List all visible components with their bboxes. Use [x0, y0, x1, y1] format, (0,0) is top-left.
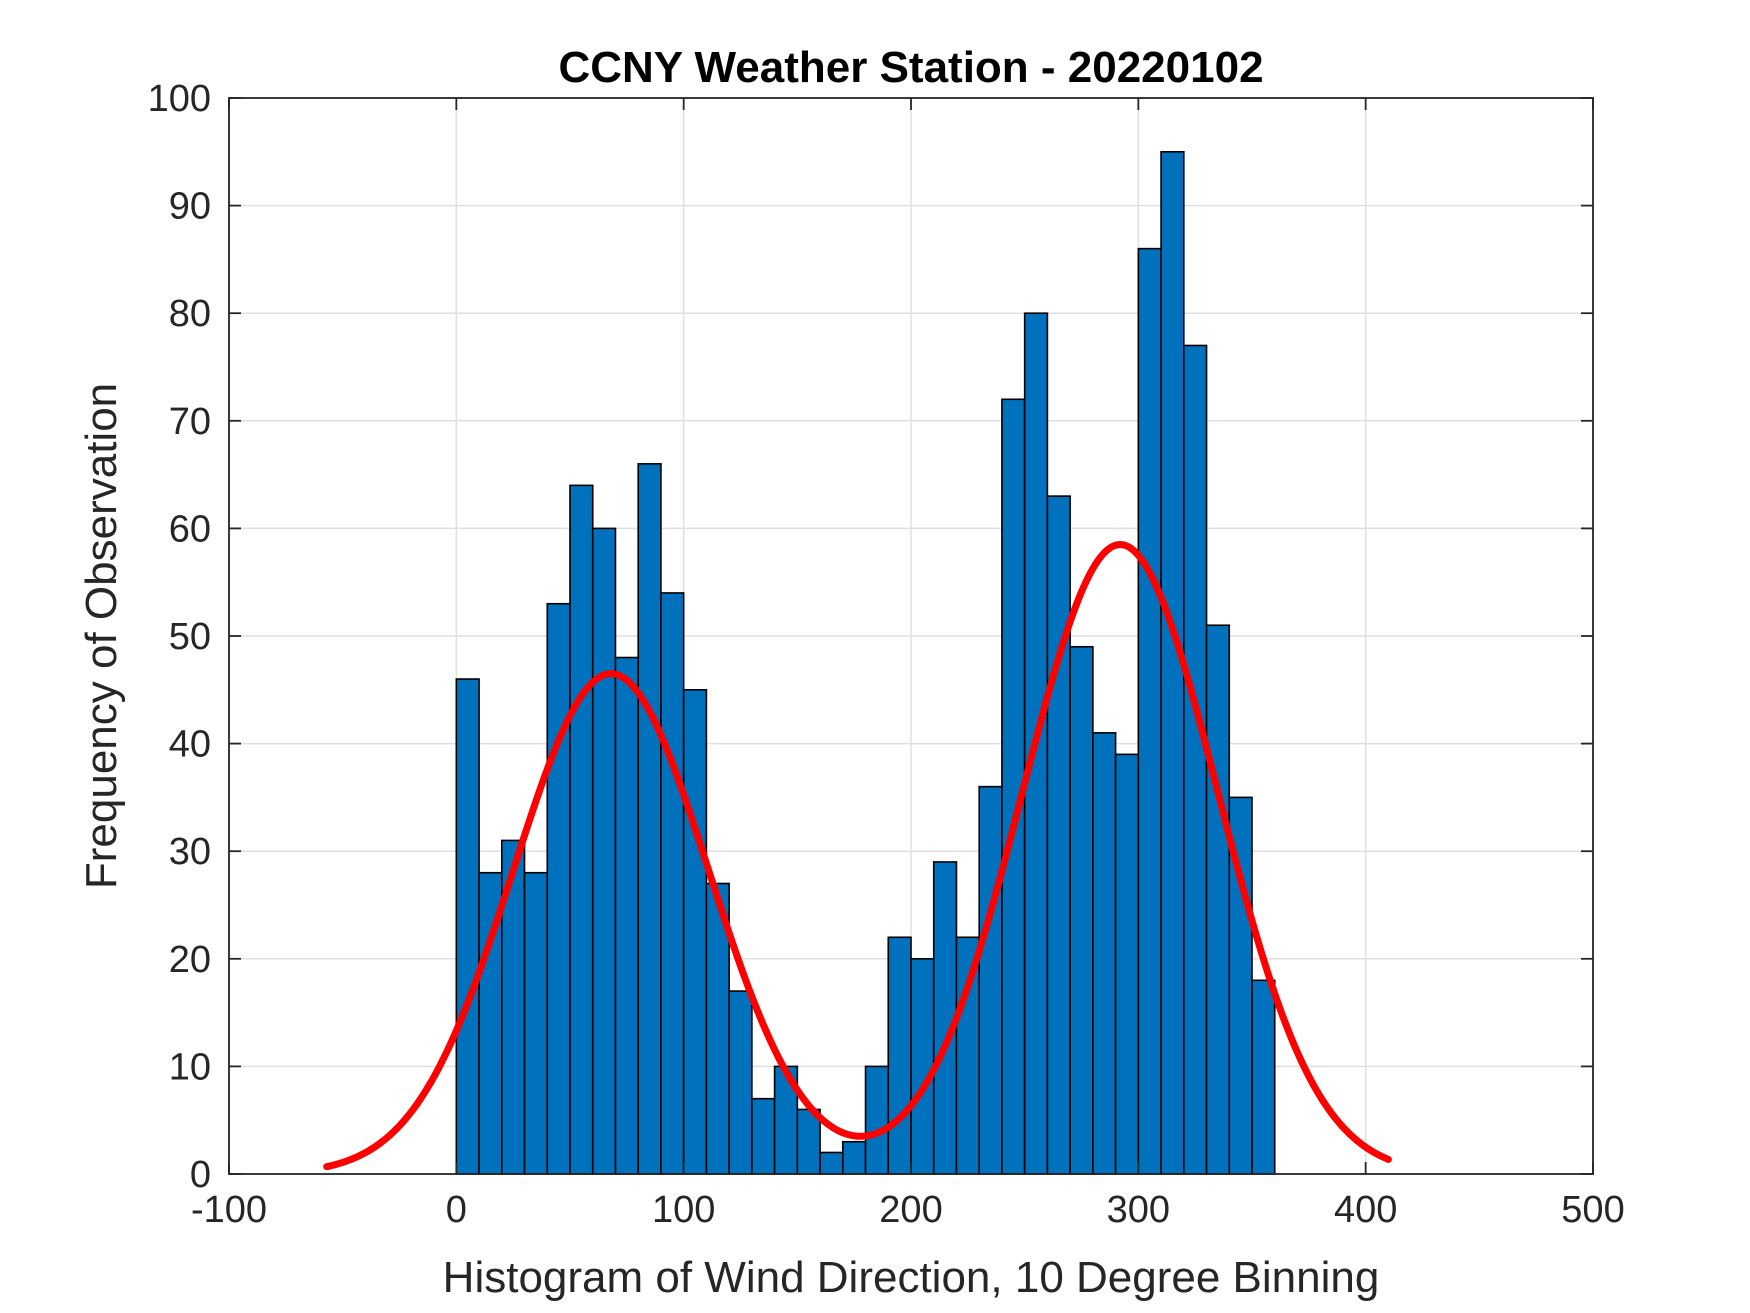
fit-curve — [323, 541, 1392, 1171]
x-tick-label: 300 — [1107, 1189, 1170, 1231]
histogram-bar — [1069, 645, 1094, 1175]
y-tick-label: 80 — [169, 293, 211, 335]
fit-curve-layer — [323, 541, 1392, 1171]
x-axis-label: Histogram of Wind Direction, 10 Degree B… — [443, 1253, 1380, 1302]
y-tick-label: 20 — [169, 939, 211, 981]
histogram-bar — [1046, 495, 1071, 1175]
x-tick-label: 100 — [652, 1189, 715, 1231]
histogram-bar — [978, 785, 1003, 1175]
histogram-bar — [728, 990, 753, 1175]
histogram-bar — [1114, 753, 1140, 1175]
histogram-bar — [637, 463, 662, 1175]
histogram-bar — [910, 957, 935, 1175]
histogram-bar — [682, 688, 708, 1175]
y-tick-label: 40 — [169, 724, 211, 766]
histogram-bar — [1205, 624, 1231, 1175]
histogram-bar — [1092, 732, 1117, 1175]
y-tick-label: 90 — [169, 186, 211, 228]
y-tick-label: 10 — [169, 1046, 211, 1088]
y-axis-label: Frequency of Observation — [77, 383, 126, 889]
axes — [228, 97, 1594, 1175]
histogram-bar — [591, 527, 617, 1175]
histogram-bar — [1183, 344, 1208, 1175]
histogram-bar — [1137, 247, 1162, 1175]
histogram-bar — [523, 871, 549, 1175]
x-tick-label: 0 — [446, 1189, 467, 1231]
x-tick-label: -100 — [191, 1189, 267, 1231]
y-tick-label: 50 — [169, 616, 211, 658]
histogram-bar — [569, 484, 594, 1175]
x-tick-label: 500 — [1561, 1189, 1624, 1231]
y-tick-label: 60 — [169, 508, 211, 550]
y-tick-label: 30 — [169, 831, 211, 873]
histogram-bar — [455, 678, 480, 1175]
histogram-bar — [751, 1097, 776, 1175]
tick-labels: -100 0 100 200 300 400 50001020304050607080901… — [148, 78, 1625, 1231]
histogram-bar — [546, 602, 571, 1175]
histogram-bar — [819, 1151, 844, 1175]
histogram-bar — [660, 592, 685, 1175]
histogram-bar — [614, 656, 640, 1175]
chart-title: CCNY Weather Station - 20220102 — [558, 43, 1263, 92]
histogram-bar — [1251, 979, 1276, 1175]
y-tick-label: 100 — [148, 78, 211, 120]
y-tick-label: 70 — [169, 401, 211, 443]
x-tick-label: 200 — [879, 1189, 942, 1231]
y-tick-label: 0 — [190, 1154, 211, 1196]
histogram-bar — [887, 936, 912, 1175]
x-tick-label: 400 — [1334, 1189, 1397, 1231]
histogram-bar — [841, 1140, 867, 1175]
histogram-bar — [864, 1065, 890, 1175]
